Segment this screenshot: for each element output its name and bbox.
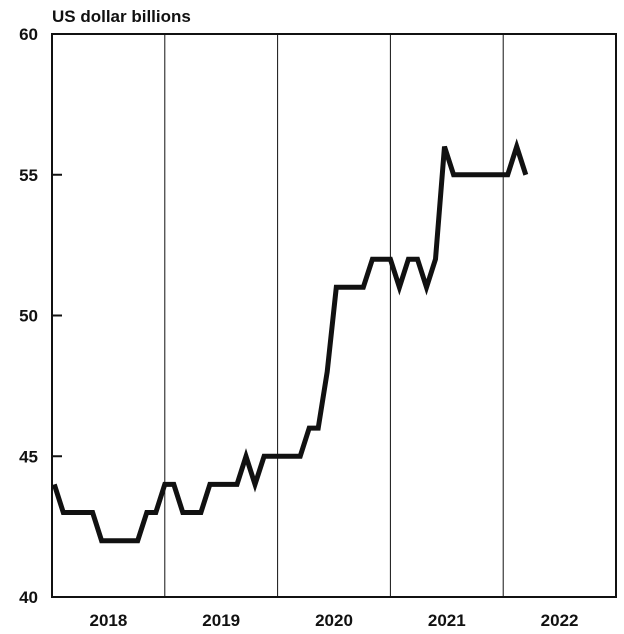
- x-tick-labels: 2018 2019 2020 2021 2022: [89, 611, 578, 630]
- year-dividers: [164, 34, 504, 597]
- x-tick-label: 2020: [315, 611, 353, 630]
- y-axis-unit-label: US dollar billions: [52, 7, 191, 26]
- y-tick-label: 60: [19, 25, 38, 44]
- y-tick-marks: [52, 33, 62, 598]
- series-line: [51, 138, 529, 544]
- y-tick-label: 50: [19, 307, 38, 326]
- x-tick-label: 2019: [202, 611, 240, 630]
- y-tick-label: 40: [19, 588, 38, 607]
- y-tick-label: 45: [19, 447, 38, 466]
- y-tick-label: 55: [19, 166, 38, 185]
- x-tick-label: 2021: [428, 611, 466, 630]
- x-tick-label: 2022: [541, 611, 579, 630]
- series-layer: [51, 138, 529, 544]
- x-tick-label: 2018: [89, 611, 127, 630]
- y-tick-labels: 40 45 50 55 60: [19, 25, 38, 607]
